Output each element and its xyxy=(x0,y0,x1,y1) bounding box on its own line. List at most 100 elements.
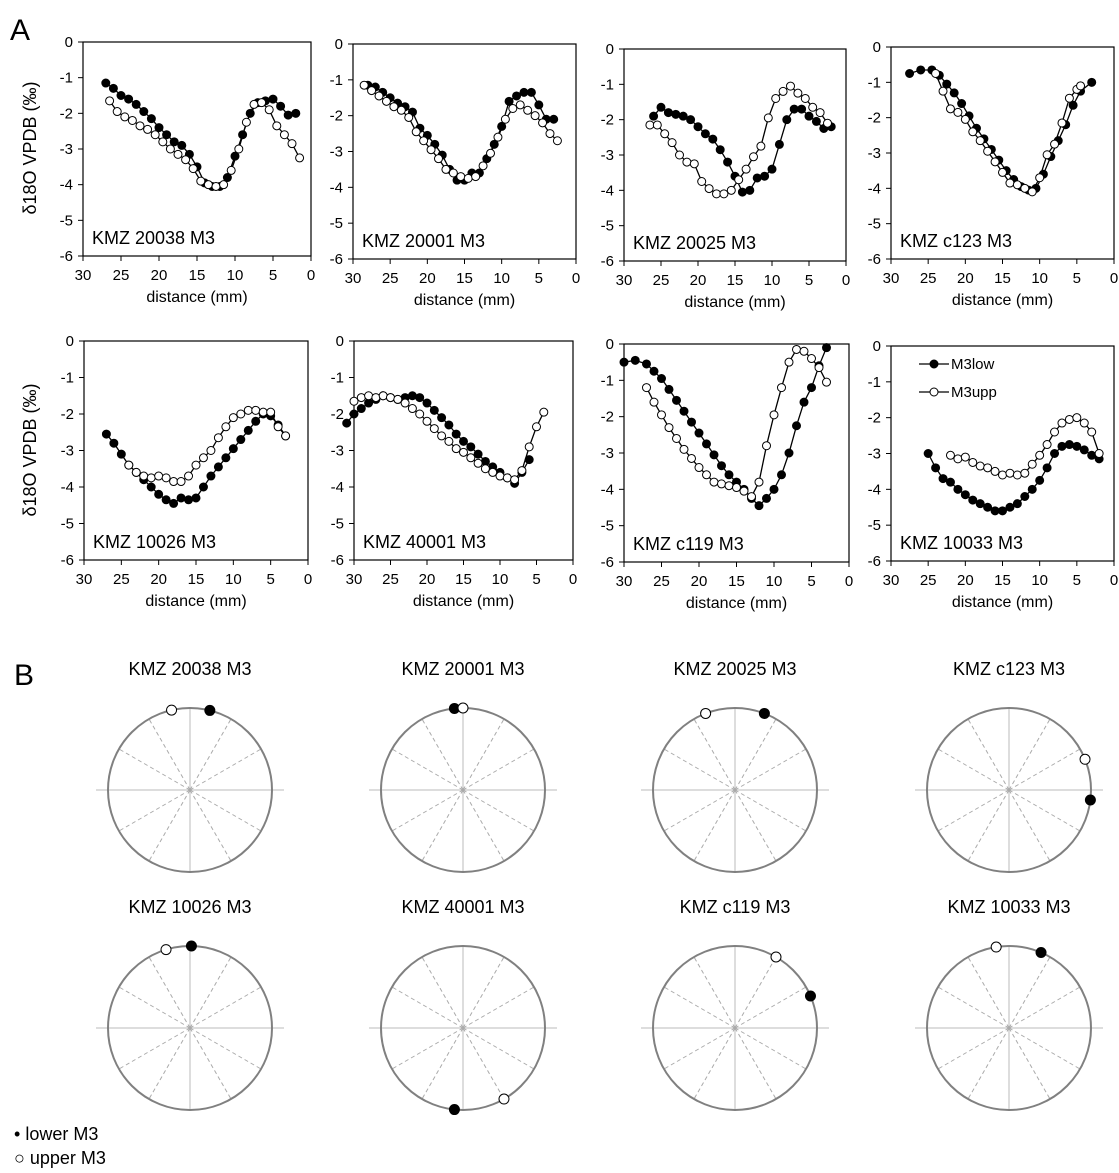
open-dot-symbol: ○ xyxy=(14,1148,25,1168)
data-point-m3low xyxy=(177,140,187,150)
polar-spoke xyxy=(734,718,777,791)
data-point-m3upp xyxy=(734,175,744,185)
data-point-m3upp xyxy=(386,393,395,403)
polar-chart-3: KMZ 20025 M3 xyxy=(641,659,829,873)
data-point-m3low xyxy=(101,78,111,88)
y-tick-label: -4 xyxy=(330,179,343,196)
chart-title: KMZ 10033 M3 xyxy=(900,533,1023,553)
y-axis-label-2: δ18O VPDB (‰) xyxy=(20,383,40,516)
data-point-m3upp xyxy=(1079,418,1089,428)
data-point-m3upp xyxy=(689,159,699,169)
data-point-m3upp xyxy=(938,86,948,96)
data-point-m3low xyxy=(213,462,223,472)
data-point-m3low xyxy=(931,463,941,473)
polar-spoke xyxy=(462,748,535,791)
data-point-m3upp xyxy=(161,473,171,483)
x-tick-label: 20 xyxy=(690,272,707,289)
polar-spoke xyxy=(663,986,736,1029)
data-point-m3upp xyxy=(1035,173,1045,183)
data-point-m3upp xyxy=(266,407,276,417)
data-point-m3low xyxy=(1057,441,1067,451)
data-point-m3low xyxy=(983,502,993,512)
polar-chart-7: KMZ c119 M3 xyxy=(641,897,829,1111)
polar-spoke xyxy=(462,789,535,832)
x-tick-label: 10 xyxy=(764,272,781,289)
data-point-m3upp xyxy=(234,144,244,154)
data-point-m3upp xyxy=(800,93,810,103)
x-tick-label: 20 xyxy=(419,571,436,588)
data-point-m3low xyxy=(1042,463,1052,473)
polar-spoke xyxy=(663,789,736,832)
data-point-m3low xyxy=(737,187,747,197)
data-point-m3low xyxy=(236,435,246,445)
data-point-m3low xyxy=(116,449,126,459)
data-point-m3upp xyxy=(517,466,527,476)
data-point-m3low xyxy=(811,116,821,126)
data-point-m3low xyxy=(642,359,651,369)
data-point-m3upp xyxy=(990,466,1000,476)
y-tick-label: -5 xyxy=(61,516,74,533)
x-tick-label: 30 xyxy=(346,571,363,588)
data-point-m3low xyxy=(526,87,536,97)
data-point-m3low xyxy=(745,185,755,195)
data-point-m3upp xyxy=(1020,183,1030,193)
data-point-m3low xyxy=(717,461,726,471)
y-tick-label: -1 xyxy=(601,372,614,389)
data-point-m3upp xyxy=(422,416,432,426)
data-point-m3upp xyxy=(524,442,534,452)
data-point-m3upp xyxy=(1020,468,1030,478)
data-point-m3low xyxy=(975,499,985,509)
polar-point-upper xyxy=(166,704,178,716)
data-point-m3low xyxy=(1012,499,1022,509)
polar-title: KMZ 10033 M3 xyxy=(947,897,1070,917)
x-tick-label: 25 xyxy=(382,270,399,287)
data-point-m3low xyxy=(422,398,432,408)
y-tick-label: -1 xyxy=(61,370,74,387)
data-point-m3low xyxy=(938,474,948,484)
data-point-m3upp xyxy=(143,124,153,134)
bottom-legend: • lower M3 ○ upper M3 xyxy=(14,1122,106,1170)
plot-frame xyxy=(83,340,309,561)
data-point-m3upp xyxy=(786,81,795,91)
data-point-m3upp xyxy=(243,405,253,415)
data-point-m3low xyxy=(124,94,134,104)
data-point-m3upp xyxy=(463,173,473,183)
data-point-m3low xyxy=(960,490,970,500)
y-tick-label: -5 xyxy=(868,216,881,233)
data-point-m3upp xyxy=(471,172,481,182)
polar-spoke xyxy=(967,789,1010,862)
data-point-m3upp xyxy=(749,152,758,162)
x-tick-label: 30 xyxy=(75,267,92,284)
data-point-m3upp xyxy=(975,461,985,471)
polar-spoke xyxy=(462,789,505,862)
data-point-m3upp xyxy=(510,475,520,485)
data-point-m3low xyxy=(784,448,794,458)
data-point-m3upp xyxy=(953,107,963,117)
data-point-m3upp xyxy=(784,357,794,367)
line-chart-1: 0 -1 -2 -3 -4 -5 -630 25 20 15 10 5 0 distance (mm) KM… xyxy=(60,34,316,306)
y-tick-label: -2 xyxy=(330,108,343,125)
data-point-m3upp xyxy=(437,431,447,441)
filled-dot-symbol: • xyxy=(14,1124,21,1144)
data-point-m3low xyxy=(1072,441,1082,451)
data-point-m3low xyxy=(459,436,468,446)
polar-spoke xyxy=(148,956,191,1029)
data-point-m3low xyxy=(945,477,955,487)
data-point-m3low xyxy=(657,374,666,384)
x-tick-label: 20 xyxy=(419,270,436,287)
data-point-m3upp xyxy=(792,344,801,354)
data-point-m3upp xyxy=(407,404,417,414)
x-tick-label: 10 xyxy=(227,267,244,284)
data-point-m3low xyxy=(437,413,447,423)
data-point-m3upp xyxy=(1027,187,1037,197)
data-point-m3upp xyxy=(808,102,818,112)
data-point-m3low xyxy=(101,429,111,439)
x-tick-label: 0 xyxy=(304,571,312,588)
x-tick-label: 5 xyxy=(807,573,815,590)
data-point-m3upp xyxy=(448,168,458,178)
polar-spoke xyxy=(189,1027,262,1070)
data-point-m3upp xyxy=(1042,150,1052,160)
data-point-m3upp xyxy=(400,398,410,408)
polar-spoke xyxy=(1008,748,1081,791)
chart-title: KMZ 20001 M3 xyxy=(362,231,485,251)
